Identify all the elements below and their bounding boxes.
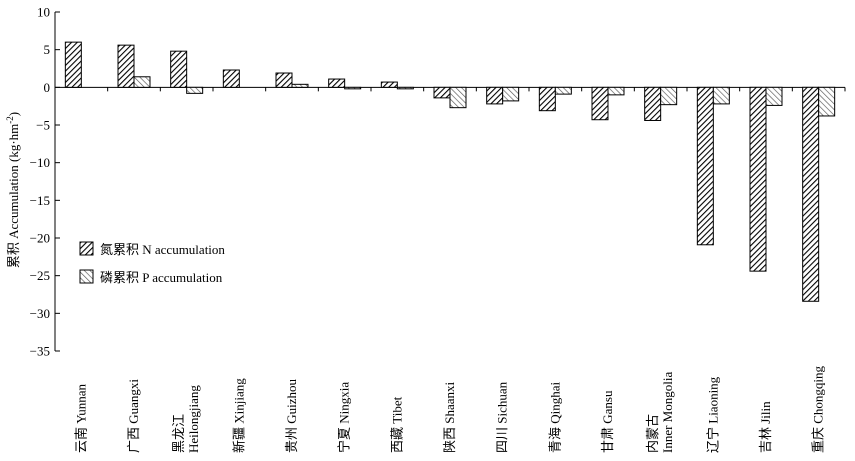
category-label-5: 宁夏 Ningxia [337,382,352,453]
bar-p-4 [291,83,309,88]
category-label-line: 新疆 Xinjiang [231,378,246,453]
bar-n-1 [117,44,135,88]
category-label-line: 广西 Guangxi [126,379,141,453]
bar-n-2 [170,50,188,88]
category-label-line: Inner Mongolia [660,372,675,453]
category-label-line: 重庆 Chongqing [811,365,826,453]
category-labels: 云南 Yunnan 广西 Guangxi 黑龙江 Heilongjiang 新疆 Xin… [73,365,825,453]
legend-label-p: 磷累积 P accumulation [100,270,223,285]
bar-p-5 [344,86,362,90]
bar-n-6 [380,81,398,88]
bars [64,41,836,302]
category-label-10: 甘肃 Gansu [600,390,615,453]
category-label-line: 辽宁 Liaoning [705,376,720,453]
category-label-8: 四川 Sichuan [495,381,510,453]
y-tick-label: −20 [30,231,50,246]
bar-n-11 [644,86,662,121]
bar-n-9 [538,86,556,112]
y-tick-label: 0 [44,80,51,95]
y-tick-label: −35 [30,344,50,359]
category-label-9: 青海 Qinghai [547,381,562,453]
bar-n-12 [696,86,714,246]
category-label-11: 内蒙古 Inner Mongolia [645,372,675,453]
bar-n-13 [749,86,767,272]
legend-swatch-p [79,269,94,284]
category-label-14: 重庆 Chongqing [811,365,826,453]
category-label-line: 吉林 Jilin [758,401,773,453]
category-label-line: 陕西 Shaanxi [442,381,457,453]
bar-p-11 [660,86,678,106]
y-tick-label: −10 [30,155,50,170]
category-label-4: 贵州 Guizhou [284,378,299,453]
bar-n-0 [64,41,82,88]
category-label-line: 四川 Sichuan [495,381,510,453]
bar-p-2 [186,86,204,94]
y-tick-label: −30 [30,306,50,321]
category-label-13: 吉林 Jilin [758,401,773,453]
category-label-1: 广西 Guangxi [126,379,141,453]
category-label-line: 贵州 Guizhou [284,378,299,453]
category-label-3: 新疆 Xinjiang [231,378,246,453]
y-tick-label: 5 [44,42,51,57]
legend-swatch-n [79,241,94,256]
y-tick-label: 10 [37,5,50,20]
bar-n-10 [591,86,609,121]
bar-p-7 [449,86,467,109]
y-axis-label: 累积 Accumulation (kg·hm-2) [5,112,21,268]
category-label-line: Heilongjiang [186,385,201,453]
category-label-line: 内蒙古 [645,414,660,453]
bar-n-8 [486,86,504,105]
category-label-line: 黑龙江 [171,414,186,453]
category-label-line: 西藏 Tibet [389,396,404,453]
bar-n-14 [802,86,820,302]
bar-p-1 [133,76,151,88]
bar-p-6 [396,86,414,90]
category-label-0: 云南 Yunnan [73,384,88,453]
bar-p-9 [554,86,572,95]
y-tick-label: −5 [36,118,50,133]
bar-n-7 [433,86,451,99]
bar-p-10 [607,86,625,96]
legend: 氮累积 N accumulation 磷累积 P accumulation [79,241,225,285]
category-label-2: 黑龙江 Heilongjiang [171,385,201,453]
bar-n-3 [222,69,240,88]
category-label-12: 辽宁 Liaoning [705,376,720,453]
bar-p-12 [712,86,730,105]
bar-n-4 [275,72,293,88]
category-label-line: 宁夏 Ningxia [337,382,352,453]
category-label-line: 青海 Qinghai [547,381,562,453]
bar-n-5 [328,78,346,88]
bar-p-13 [765,86,783,106]
legend-label-n: 氮累积 N accumulation [100,242,225,257]
category-label-6: 西藏 Tibet [389,396,404,453]
category-label-line: 云南 Yunnan [73,384,88,453]
category-label-7: 陕西 Shaanxi [442,381,457,453]
y-tick-label: −25 [30,268,50,283]
bar-p-8 [502,86,520,102]
y-axis-ticks: 10 5 0 −5 −10 −15 −20 −25 −30 −35 [30,5,60,359]
bar-p-14 [818,86,836,117]
y-tick-label: −15 [30,193,50,208]
category-label-line: 甘肃 Gansu [600,390,615,453]
